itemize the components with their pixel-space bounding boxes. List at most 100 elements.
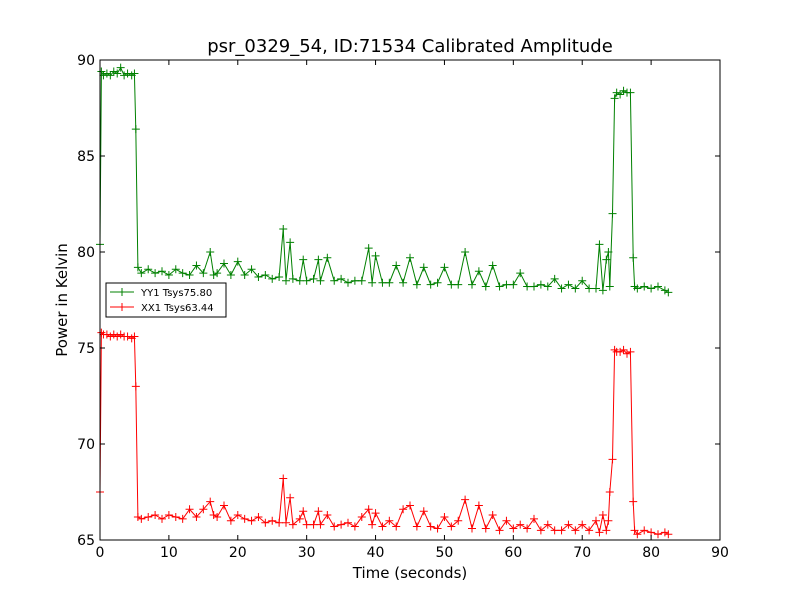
y-tick-label: 70 (77, 437, 95, 453)
data-point-marker (647, 284, 656, 293)
data-point-marker (330, 276, 339, 285)
data-point-marker (316, 520, 325, 529)
data-point-marker (137, 514, 146, 523)
data-point-marker (171, 512, 180, 521)
data-point-marker (378, 278, 387, 287)
data-point-marker (123, 69, 132, 78)
data-point-marker (447, 280, 456, 289)
data-point-marker (564, 280, 573, 289)
data-point-marker (337, 274, 346, 283)
data-point-marker (564, 520, 573, 529)
data-point-marker (461, 495, 470, 504)
data-point-marker (557, 526, 566, 535)
data-point-marker (616, 347, 625, 356)
data-point-marker (240, 514, 249, 523)
data-point-marker (185, 271, 194, 280)
legend-swatch-marker (118, 288, 126, 296)
data-point-marker (357, 276, 366, 285)
data-point-marker (602, 255, 611, 264)
data-point-marker (488, 261, 497, 270)
data-point-marker (109, 67, 118, 76)
data-point-marker (592, 284, 600, 293)
data-point-marker (406, 253, 414, 262)
data-point-marker (433, 524, 442, 533)
data-point-marker (164, 271, 173, 280)
data-point-marker (604, 516, 613, 525)
data-point-marker (213, 269, 222, 278)
data-point-marker (626, 88, 635, 97)
data-point-marker (536, 280, 545, 289)
x-axis-label: Time (seconds) (352, 564, 468, 582)
data-point-marker (612, 88, 621, 97)
data-point-marker (523, 524, 532, 533)
data-point-marker (412, 280, 421, 289)
data-point-marker (178, 514, 187, 523)
data-point-marker (557, 284, 566, 293)
data-point-marker (254, 272, 263, 281)
data-point-marker (133, 512, 142, 521)
data-point-marker (279, 224, 288, 233)
legend-swatch-marker (118, 303, 126, 311)
data-point-marker (536, 526, 545, 535)
data-point-marker (440, 263, 449, 272)
data-point-marker (102, 330, 111, 339)
data-point-marker (268, 516, 277, 525)
data-point-marker (209, 271, 218, 280)
data-point-marker (323, 253, 332, 262)
data-point-marker (502, 280, 511, 289)
data-point-marker (316, 276, 325, 285)
data-point-marker (629, 253, 638, 262)
data-point-marker (137, 269, 146, 278)
data-point-marker (608, 209, 617, 218)
data-point-marker (368, 520, 377, 529)
data-point-marker (199, 269, 208, 278)
data-point-marker (392, 522, 401, 531)
x-tick-label: 10 (160, 545, 178, 561)
data-point-marker (206, 248, 215, 256)
data-point-marker (543, 282, 552, 291)
data-point-marker (640, 526, 649, 535)
data-point-marker (282, 276, 290, 285)
data-point-marker (626, 347, 635, 356)
data-point-marker (502, 516, 511, 525)
data-point-marker (440, 512, 449, 521)
data-point-marker (178, 269, 187, 278)
data-point-marker (385, 516, 394, 525)
data-point-marker (130, 69, 139, 78)
data-point-marker (419, 263, 428, 272)
data-point-marker (605, 488, 614, 496)
data-point-marker (592, 516, 600, 525)
x-tick-label: 60 (504, 545, 522, 561)
x-tick-label: 70 (573, 545, 591, 561)
data-point-marker (226, 271, 235, 280)
data-point-marker (605, 282, 614, 291)
data-point-marker (550, 274, 559, 283)
data-point-marker (206, 497, 215, 506)
data-point-marker (106, 71, 115, 80)
data-point-marker (523, 282, 532, 291)
data-point-marker (619, 86, 628, 95)
data-point-marker (598, 286, 607, 295)
data-point-marker (133, 263, 142, 272)
tick-layer: 0 10 20 30 40 50 60 70 80 90 65 70 75 80 85 90 (77, 53, 729, 561)
data-point-marker (371, 251, 380, 260)
data-point-marker (192, 512, 201, 521)
data-point-marker (130, 332, 139, 341)
x-tick-label: 50 (436, 545, 454, 561)
data-point-marker (288, 520, 297, 529)
data-point-marker (633, 530, 642, 539)
data-point-marker (371, 509, 380, 518)
data-point-marker (530, 282, 538, 291)
legend-box (105, 282, 227, 318)
data-point-marker (171, 265, 180, 274)
data-point-marker (109, 330, 118, 339)
data-point-marker (468, 524, 476, 533)
data-point-marker (261, 518, 270, 527)
data-point-marker (295, 276, 304, 285)
y-tick-label: 65 (77, 533, 95, 549)
data-point-marker (399, 278, 408, 287)
data-point-marker (261, 271, 270, 280)
data-point-marker (571, 526, 580, 535)
data-point-marker (454, 516, 463, 525)
data-point-marker (151, 511, 160, 520)
